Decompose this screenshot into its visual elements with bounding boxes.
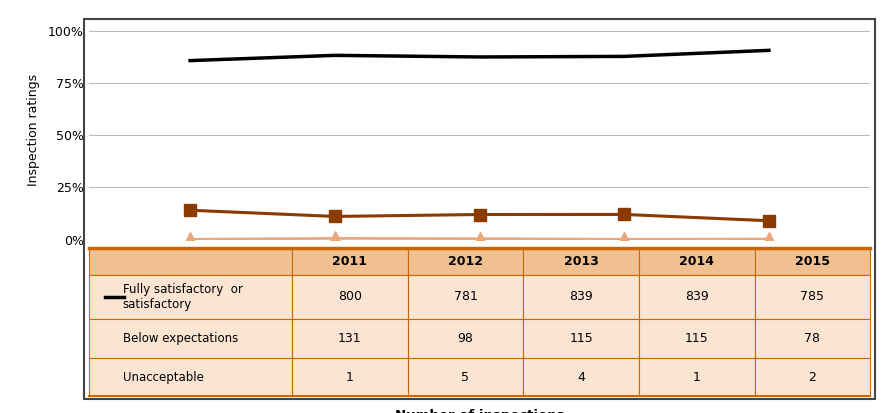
Text: 2015: 2015 — [795, 255, 830, 268]
Text: Unacceptable: Unacceptable — [123, 370, 203, 384]
Text: 98: 98 — [457, 332, 473, 345]
Text: 2011: 2011 — [332, 255, 368, 268]
Text: 785: 785 — [800, 290, 824, 304]
Text: 78: 78 — [805, 332, 821, 345]
Text: 1: 1 — [693, 370, 701, 384]
Text: 4: 4 — [577, 370, 585, 384]
Text: Fully satisfactory  or
satisfactory: Fully satisfactory or satisfactory — [123, 283, 242, 311]
Text: 2014: 2014 — [679, 255, 714, 268]
Text: 1: 1 — [345, 370, 353, 384]
Text: 781: 781 — [454, 290, 478, 304]
Text: Number of inspections: Number of inspections — [395, 409, 564, 413]
Text: Below expectations: Below expectations — [123, 332, 238, 345]
Text: 5: 5 — [462, 370, 470, 384]
Text: 115: 115 — [685, 332, 709, 345]
Text: 2012: 2012 — [448, 255, 483, 268]
Text: 839: 839 — [685, 290, 709, 304]
Text: 839: 839 — [569, 290, 593, 304]
Text: 2: 2 — [808, 370, 816, 384]
Text: 800: 800 — [337, 290, 361, 304]
Y-axis label: Inspection ratings: Inspection ratings — [27, 74, 40, 186]
Text: 131: 131 — [338, 332, 361, 345]
Text: 2013: 2013 — [564, 255, 599, 268]
Text: 115: 115 — [569, 332, 593, 345]
